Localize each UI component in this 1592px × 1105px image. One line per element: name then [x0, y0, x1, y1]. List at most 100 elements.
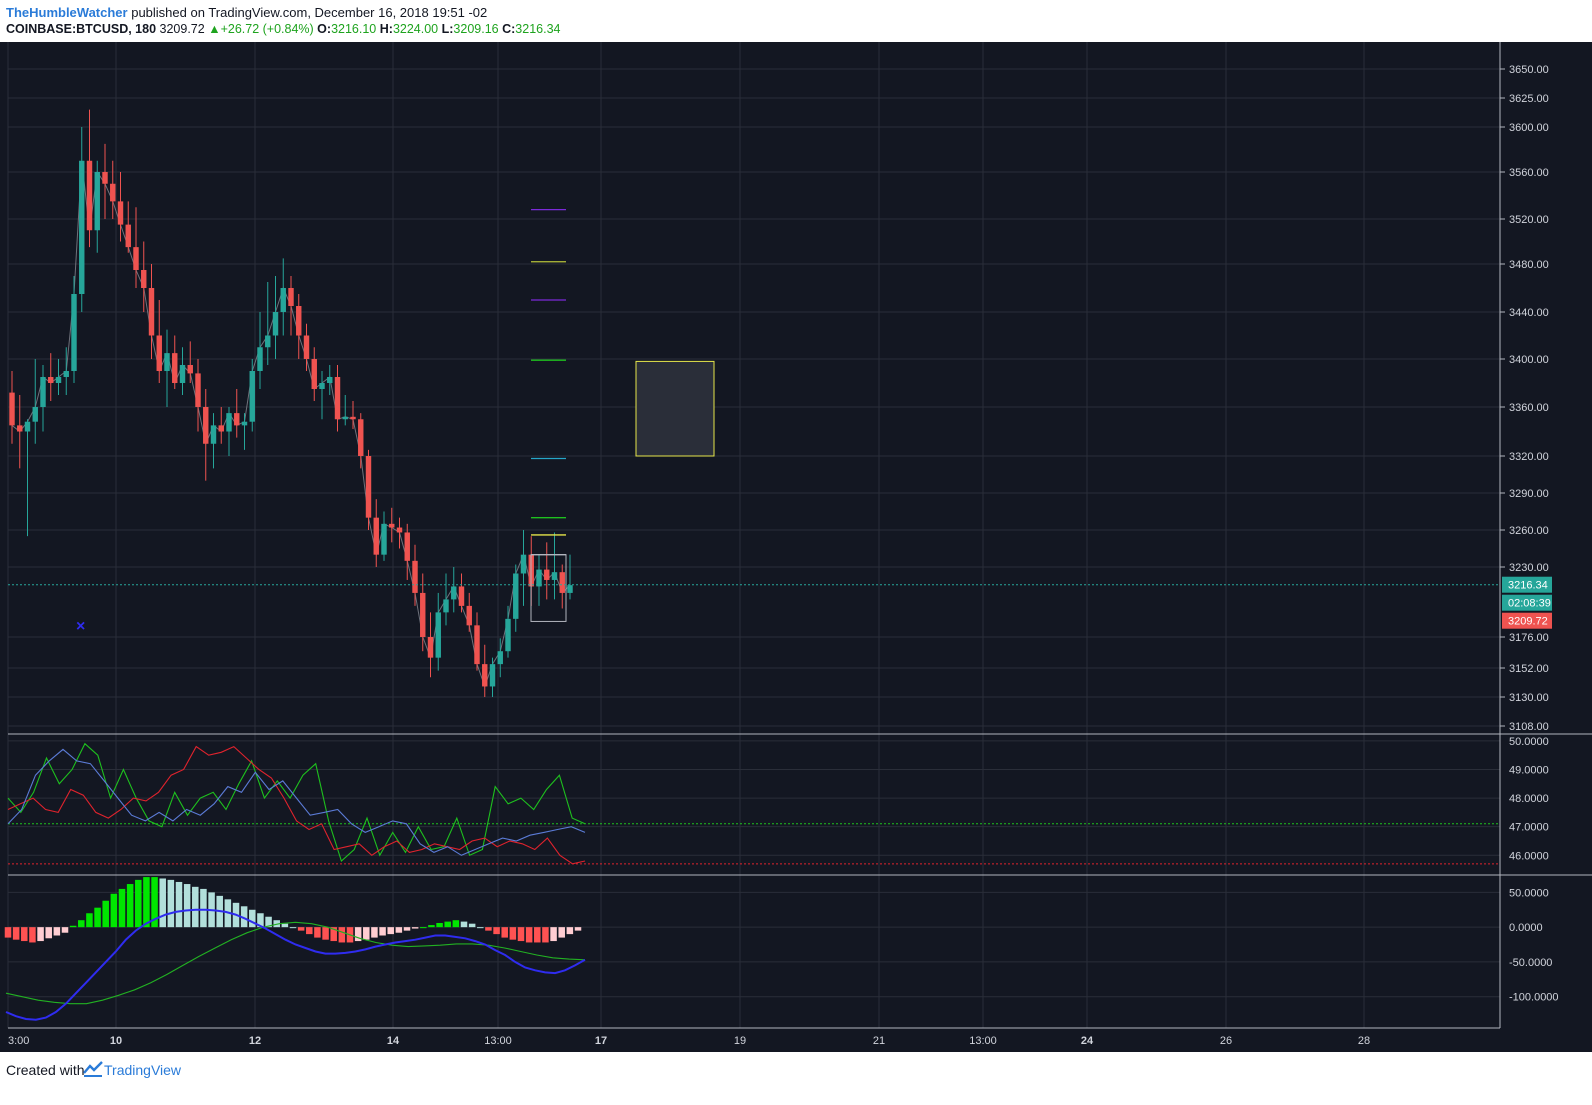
- candle-body: [497, 651, 503, 665]
- oscillator-tick-label: 49.0000: [1509, 764, 1549, 776]
- time-tick-label: 19: [734, 1035, 746, 1047]
- histogram-bar: [21, 927, 28, 942]
- histogram-bar: [110, 893, 118, 928]
- price-tick-label: 3320.00: [1509, 451, 1549, 463]
- tradingview-logo-icon[interactable]: [83, 1060, 103, 1078]
- candle-body: [474, 625, 480, 665]
- macd-tick-label: 0.0000: [1509, 922, 1543, 934]
- candle-body: [257, 347, 263, 371]
- histogram-bar: [240, 906, 248, 928]
- oscillator-tick-label: 48.0000: [1509, 793, 1549, 805]
- histogram-bar: [338, 927, 346, 943]
- histogram-bar: [4, 927, 12, 938]
- price-tick-label: 3625.00: [1509, 93, 1549, 105]
- histogram-bar: [61, 927, 69, 933]
- symbol-name[interactable]: COINBASE:BTCUSD, 180: [6, 22, 157, 36]
- histogram-bar: [135, 879, 142, 928]
- candle-body: [117, 201, 124, 225]
- price-tag: [1502, 576, 1552, 593]
- candle-body: [443, 599, 449, 613]
- histogram-bar: [444, 921, 451, 928]
- price-tag: [1502, 594, 1552, 611]
- histogram-bar: [118, 888, 126, 928]
- candle-body: [218, 425, 224, 432]
- candle-body: [265, 335, 271, 348]
- price-tag-label: 02:08:39: [1508, 598, 1551, 610]
- oscillator-series-line: [7, 745, 586, 865]
- histogram-bar: [428, 925, 435, 928]
- oscillator-tick-label: 46.0000: [1509, 850, 1549, 862]
- price-tick-label: 3230.00: [1509, 562, 1549, 574]
- candle-body: [63, 371, 69, 377]
- candle-body: [342, 416, 348, 420]
- macd-pane[interactable]: [4, 877, 1500, 1021]
- candle-body: [187, 365, 193, 374]
- candle-body: [427, 637, 434, 658]
- low-label: L:: [441, 22, 454, 36]
- histogram-bar: [493, 927, 500, 935]
- candle-body: [195, 373, 201, 407]
- histogram-bar: [525, 927, 533, 943]
- time-tick-label: 13:00: [969, 1035, 997, 1047]
- low-value: 3209.16: [453, 22, 499, 36]
- close-value: 3216.34: [515, 22, 561, 36]
- candle-body: [319, 383, 325, 389]
- candle-body: [365, 456, 372, 518]
- candle-body: [389, 523, 395, 528]
- oscillator-pane[interactable]: [7, 740, 1500, 865]
- last-price: 3209.72: [159, 22, 205, 36]
- histogram-bar: [289, 927, 297, 929]
- histogram-bar: [509, 927, 517, 940]
- histogram-bar: [200, 888, 207, 928]
- candle-body: [544, 569, 550, 580]
- histogram-bar: [306, 927, 313, 935]
- chart-background: [0, 42, 1592, 1052]
- candle-body: [102, 172, 108, 184]
- price-tick-label: 3360.00: [1509, 402, 1549, 414]
- candle-body: [489, 664, 496, 687]
- tradingview-brand[interactable]: TradingView: [104, 1062, 182, 1078]
- histogram-bar: [37, 927, 44, 942]
- histogram-bar: [354, 927, 362, 942]
- price-pane[interactable]: ×: [8, 68, 1500, 727]
- histogram-bar: [297, 927, 305, 931]
- time-tick-label: 10: [110, 1035, 122, 1047]
- candle-body: [288, 288, 294, 306]
- open-value: 3216.10: [331, 22, 377, 36]
- histogram-bar: [281, 923, 289, 928]
- candle-body: [172, 353, 178, 383]
- candle-body: [458, 586, 465, 606]
- candle-body: [249, 371, 255, 422]
- candle-body: [110, 183, 116, 202]
- candle-body: [164, 353, 170, 371]
- price-tag: [1502, 612, 1552, 629]
- time-tick-label: 14: [387, 1035, 400, 1047]
- chart-canvas[interactable]: × 3650.00 3625.00 3600.00 3560.00 3520.00 348…: [0, 42, 1592, 1052]
- candle-body: [280, 288, 286, 312]
- author-link[interactable]: TheHumbleWatcher: [6, 5, 128, 20]
- histogram-bar: [436, 922, 443, 928]
- close-label: C:: [502, 22, 516, 36]
- histogram-bar: [53, 927, 61, 936]
- price-tag-label: 3216.34: [1508, 580, 1548, 592]
- histogram-bar: [192, 886, 199, 928]
- oscillator-tick-label: 47.0000: [1509, 822, 1549, 834]
- candle-body: [133, 247, 139, 270]
- x-marker: ×: [76, 618, 85, 635]
- time-tick-label: 12: [249, 1035, 261, 1047]
- histogram-bar: [167, 879, 175, 928]
- histogram-bar: [485, 927, 492, 931]
- histogram-bar: [314, 927, 321, 938]
- candle-body: [334, 377, 341, 420]
- candle-body: [520, 554, 527, 574]
- signal-line: [5, 921, 586, 1005]
- histogram-bar: [566, 927, 574, 935]
- histogram-bar: [126, 884, 134, 928]
- histogram-bar: [29, 927, 36, 943]
- price-tick-label: 3260.00: [1509, 525, 1549, 537]
- candle-body: [241, 421, 248, 426]
- price-tick-label: 3130.00: [1509, 692, 1549, 704]
- candle-body: [24, 421, 31, 432]
- macd-line: [5, 908, 586, 1021]
- publish-info: TheHumbleWatcher published on TradingVie…: [6, 5, 487, 20]
